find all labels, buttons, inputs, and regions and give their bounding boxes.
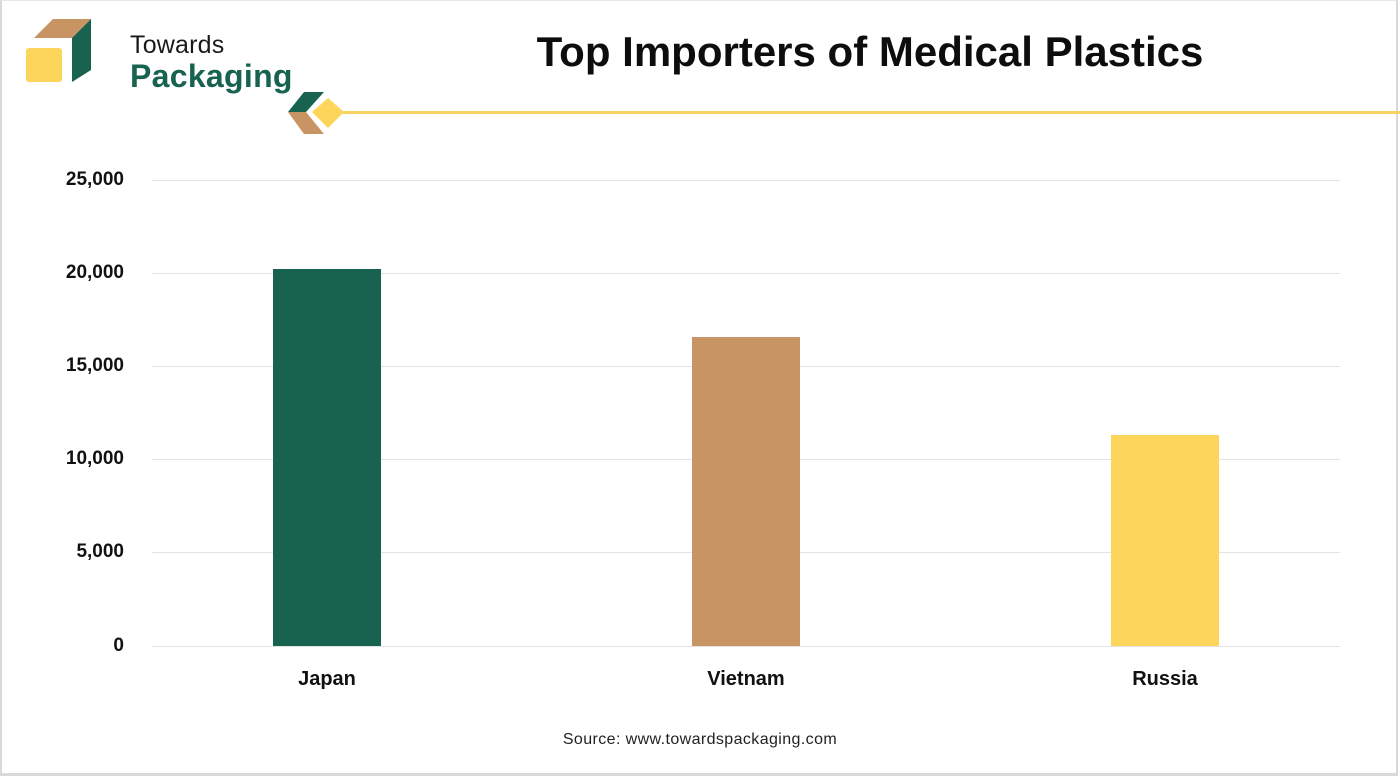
y-tick-label: 20,000: [65, 262, 124, 283]
x-label-japan: Japan: [298, 668, 356, 690]
header-rule: [342, 111, 1400, 114]
gridline-0: [152, 646, 1340, 647]
source-caption: Source: www.towardspackaging.com: [562, 731, 838, 748]
header-decoration-icon: [288, 92, 344, 134]
y-tick-label: 0: [113, 635, 124, 656]
brand-name-line1: Towards: [130, 31, 225, 59]
y-tick-label: 25,000: [65, 169, 124, 190]
bar-russia: [1111, 435, 1219, 646]
brand-name-line2: Packaging: [130, 58, 293, 94]
gridline-25000: [152, 180, 1340, 181]
x-label-vietnam: Vietnam: [707, 668, 785, 690]
gridline-20000: [152, 273, 1340, 274]
brand-logo: Towards Packaging: [26, 18, 292, 94]
box-logo-icon: [26, 19, 91, 82]
x-label-russia: Russia: [1132, 668, 1198, 690]
bar-japan: [273, 269, 381, 646]
y-tick-label: 5,000: [76, 541, 124, 562]
chart-title: Top Importers of Medical Plastics: [536, 28, 1204, 75]
y-tick-label: 10,000: [65, 448, 124, 469]
bar-vietnam: [692, 336, 800, 646]
y-tick-label: 15,000: [65, 355, 124, 376]
